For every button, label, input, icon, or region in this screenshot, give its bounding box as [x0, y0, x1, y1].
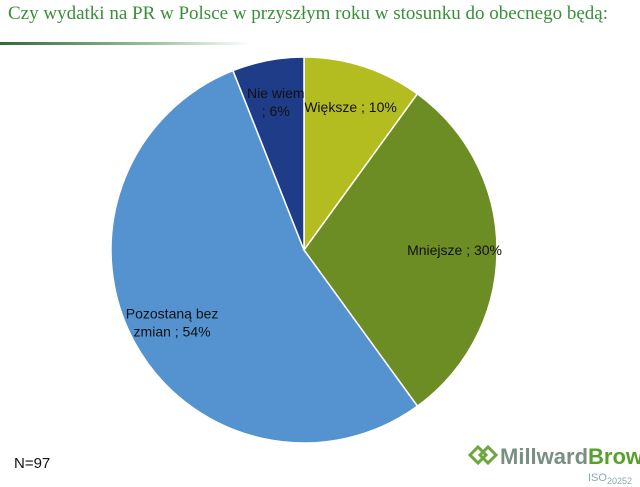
title-underline — [0, 42, 250, 45]
logo: MillwardBrown ISO20252 — [467, 444, 640, 486]
logo-second: Brown — [588, 444, 640, 469]
iso-number: 20252 — [607, 476, 632, 486]
data-label: Nie wiem; 6% — [247, 85, 305, 119]
note: N=97 — [14, 455, 50, 472]
logo-icon — [467, 444, 499, 466]
data-label: Mniejsze ; 30% — [407, 242, 502, 258]
logo-text: MillwardBrown — [500, 444, 640, 469]
pie: Większe ; 10% Mniejsze ; 30% Pozostaną bez… — [110, 56, 502, 444]
data-label: Pozostaną bez zmian ; 54% — [126, 306, 219, 340]
iso: ISO — [588, 472, 607, 484]
chart-title: Czy wydatki na PR w Polsce w przyszłym r… — [8, 3, 608, 24]
pie-slice — [231, 56, 305, 251]
pie-slice — [303, 56, 419, 253]
pie-slice — [303, 92, 498, 408]
logo-iso: ISO20252 — [588, 472, 632, 486]
data-label: Większe ; 10% — [304, 99, 397, 115]
pie-slice — [110, 69, 419, 444]
logo-first: Millward — [500, 444, 588, 469]
